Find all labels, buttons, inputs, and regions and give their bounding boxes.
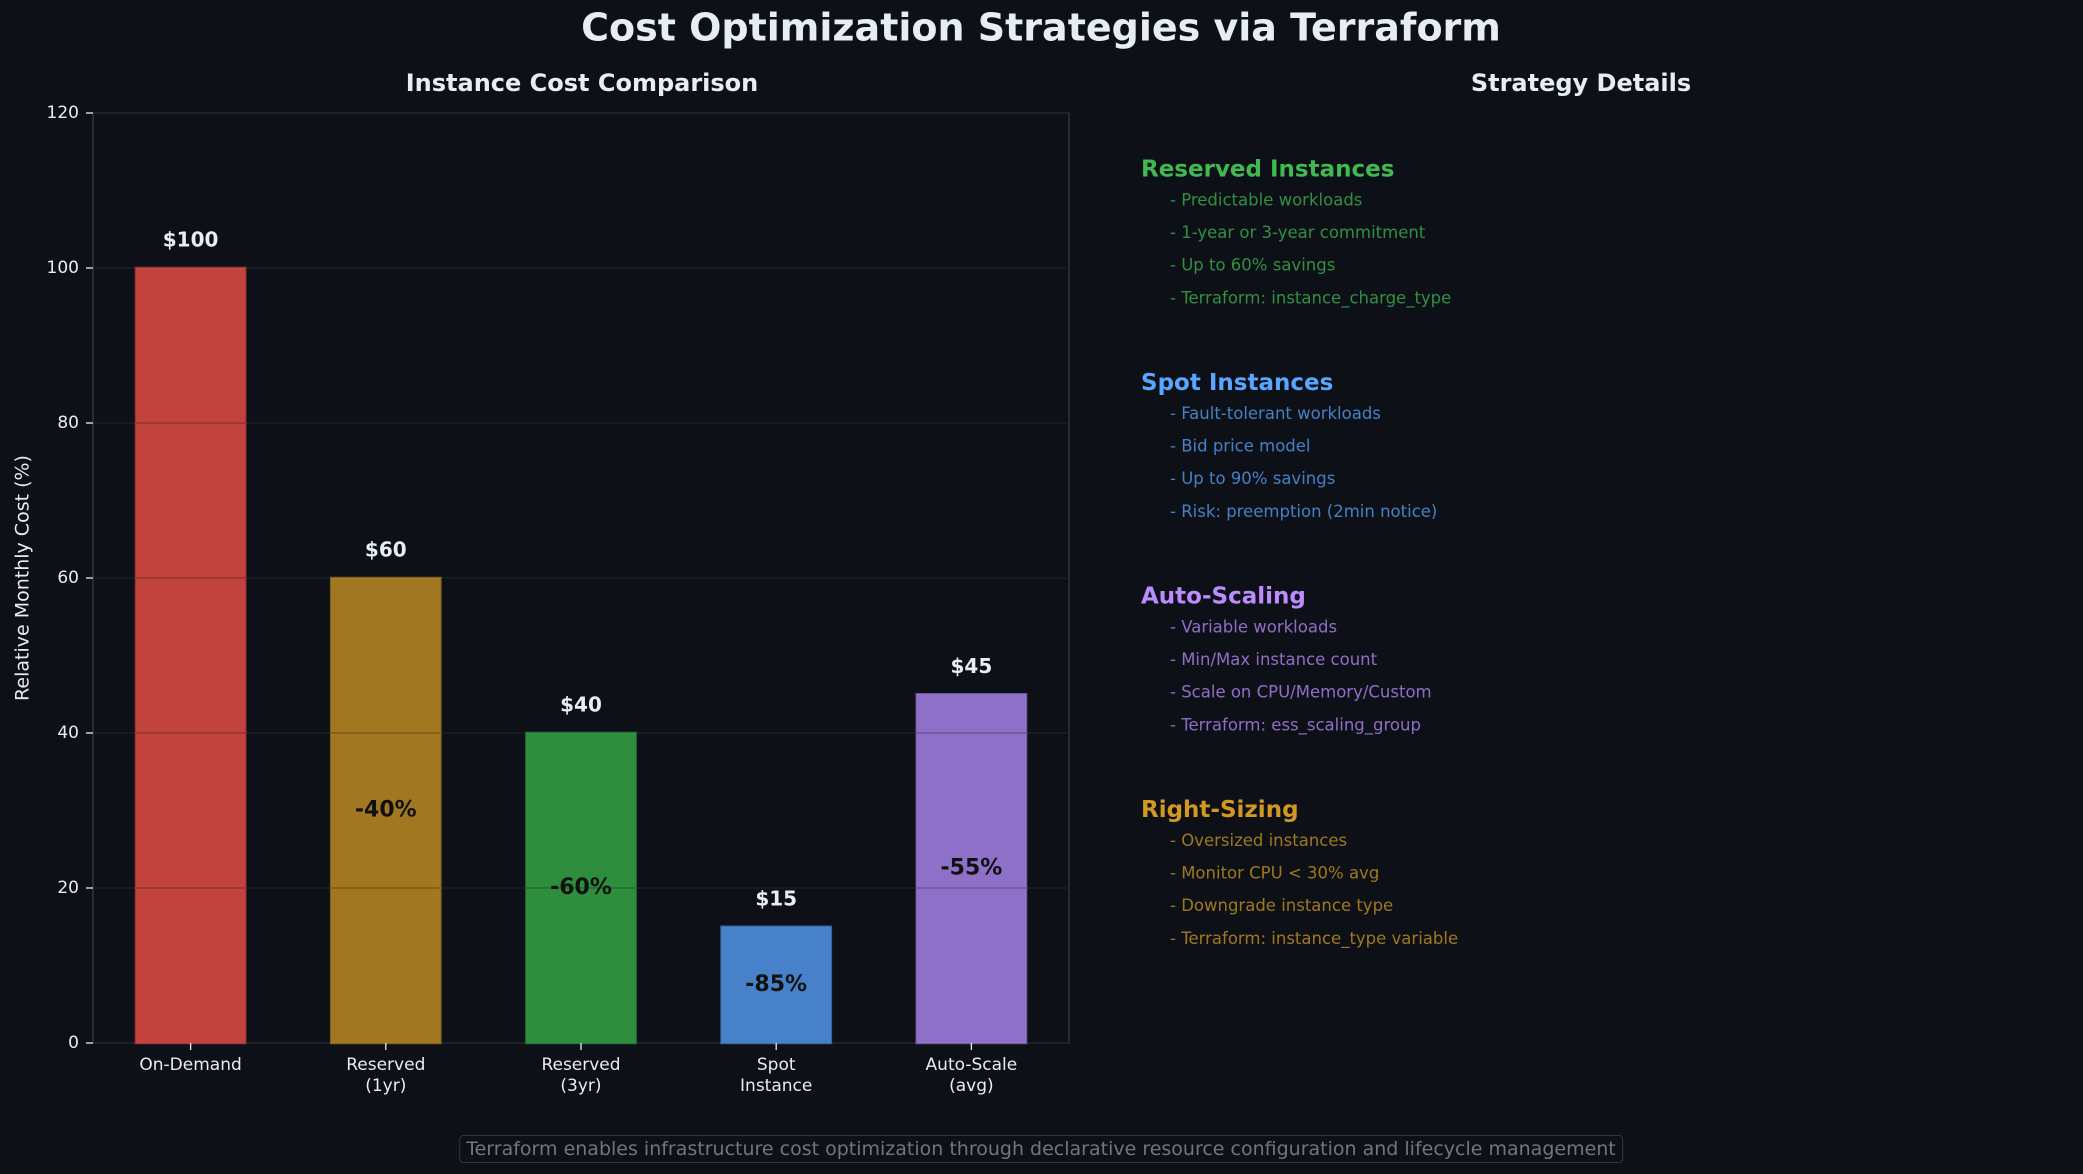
section-item: - Downgrade instance type: [1170, 896, 1393, 915]
section-item: - Oversized instances: [1170, 831, 1347, 850]
value-label: $15: [755, 886, 797, 910]
section-item: - Terraform: instance_type variable: [1170, 929, 1458, 949]
value-label: $100: [163, 228, 219, 252]
bar: [134, 266, 247, 1045]
y-axis-label: Relative Monthly Cost (%): [12, 455, 34, 701]
details-title: Strategy Details: [1471, 69, 1691, 97]
section-heading: Spot Instances: [1141, 370, 1333, 396]
y-tick-label: 120: [47, 103, 79, 123]
y-tick-label: 20: [57, 878, 79, 898]
section-item: - Terraform: ess_scaling_group: [1170, 715, 1421, 735]
x-tick-label: Auto-Scale (avg): [925, 1055, 1018, 1096]
section-item: - Min/Max instance count: [1170, 650, 1378, 669]
section-item: - Bid price model: [1170, 437, 1311, 456]
savings-label: -60%: [550, 875, 612, 900]
x-tick-label: Reserved (1yr): [346, 1055, 426, 1096]
savings-label: -55%: [941, 856, 1003, 881]
y-tick-label: 60: [57, 568, 79, 588]
section-item: - Terraform: instance_charge_type: [1170, 288, 1451, 308]
section-item: - Scale on CPU/Memory/Custom: [1170, 683, 1432, 702]
section-heading: Right-Sizing: [1141, 797, 1299, 823]
value-label: $60: [365, 538, 407, 562]
footer-note: Terraform enables infrastructure cost op…: [459, 1135, 1623, 1163]
chart-title: Instance Cost Comparison: [406, 69, 759, 97]
value-label: $40: [560, 693, 602, 717]
value-label: $45: [951, 654, 993, 678]
bar: [915, 693, 1028, 1045]
section-heading: Reserved Instances: [1141, 157, 1394, 183]
y-tick-label: 40: [57, 723, 79, 743]
savings-label: -85%: [745, 972, 807, 997]
section-item: - Variable workloads: [1170, 618, 1337, 637]
section-heading: Auto-Scaling: [1141, 584, 1306, 610]
bar: [720, 925, 833, 1045]
y-tick-label: 80: [57, 413, 79, 433]
section-item: - Monitor CPU < 30% avg: [1170, 864, 1379, 883]
x-tick-label: Reserved (3yr): [541, 1055, 621, 1096]
section-item: - Fault-tolerant workloads: [1170, 404, 1381, 423]
section-item: - Risk: preemption (2min notice): [1170, 502, 1437, 521]
x-tick-label: Spot Instance: [740, 1055, 813, 1096]
x-tick-label: On-Demand: [139, 1055, 242, 1075]
section-item: - 1-year or 3-year commitment: [1170, 223, 1426, 242]
bar: [525, 731, 637, 1045]
savings-label: -40%: [355, 798, 417, 823]
y-tick-label: 0: [68, 1033, 79, 1053]
y-tick-label: 100: [47, 258, 79, 278]
section-item: - Up to 90% savings: [1170, 469, 1335, 488]
section-item: - Predictable workloads: [1170, 191, 1362, 210]
page-title: Cost Optimization Strategies via Terrafo…: [581, 6, 1501, 50]
section-item: - Up to 60% savings: [1170, 256, 1335, 275]
